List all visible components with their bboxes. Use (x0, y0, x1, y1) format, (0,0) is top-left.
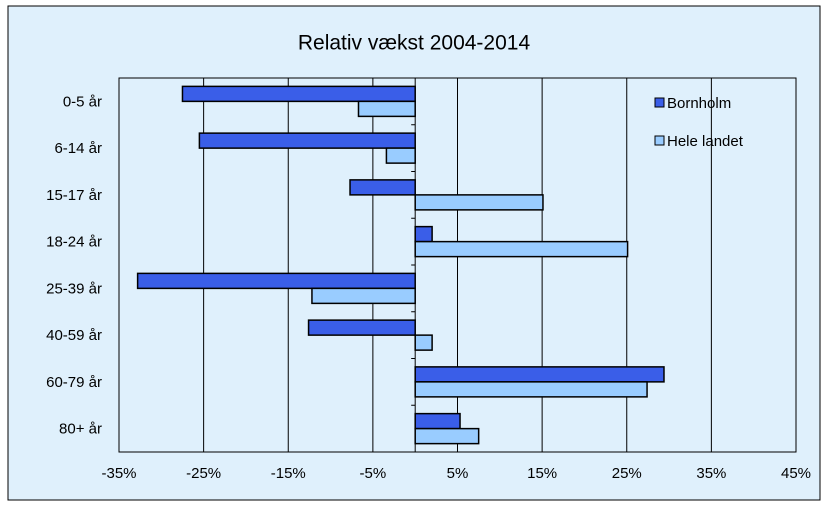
x-tick-label: -25% (186, 465, 221, 482)
legend-swatch (654, 97, 665, 108)
x-tick-label: -5% (360, 465, 387, 482)
y-tick-label: 18-24 år (46, 234, 102, 251)
y-tick-label: 40-59 år (46, 327, 102, 344)
legend-label: Bornholm (667, 95, 731, 112)
y-tick-label: 60-79 år (46, 374, 102, 391)
bar (307, 319, 416, 336)
bar (181, 85, 416, 103)
bar (414, 240, 629, 258)
bar (414, 194, 544, 211)
x-tick-label: 15% (527, 465, 557, 482)
bar (414, 334, 433, 351)
legend-swatch (654, 135, 665, 146)
bar (414, 366, 665, 383)
chart-frame (7, 5, 821, 501)
x-tick-label: -15% (271, 465, 306, 482)
bar (198, 132, 416, 149)
bar (385, 147, 416, 164)
y-tick-label: 25-39 år (46, 280, 102, 297)
y-tick-label: 0-5 år (63, 93, 102, 110)
y-tick-label: 80+ år (59, 421, 102, 438)
bar (136, 272, 416, 290)
chart-title: Relativ vækst 2004-2014 (298, 32, 531, 55)
x-tick-label: -35% (101, 465, 136, 482)
bar (349, 179, 416, 196)
bar (414, 412, 461, 430)
bar (414, 225, 433, 243)
x-tick-label: 25% (612, 465, 642, 482)
legend-label: Hele landet (667, 133, 744, 150)
bar (311, 287, 416, 305)
x-tick-label: 45% (781, 465, 811, 482)
x-tick-label: 35% (696, 465, 726, 482)
y-tick-label: 6-14 år (54, 140, 102, 157)
x-tick-label: 5% (447, 465, 469, 482)
bar (357, 100, 416, 118)
bar (414, 381, 648, 398)
plot-frame (118, 77, 797, 453)
y-tick-label: 15-17 år (46, 187, 102, 204)
bar (414, 427, 480, 445)
